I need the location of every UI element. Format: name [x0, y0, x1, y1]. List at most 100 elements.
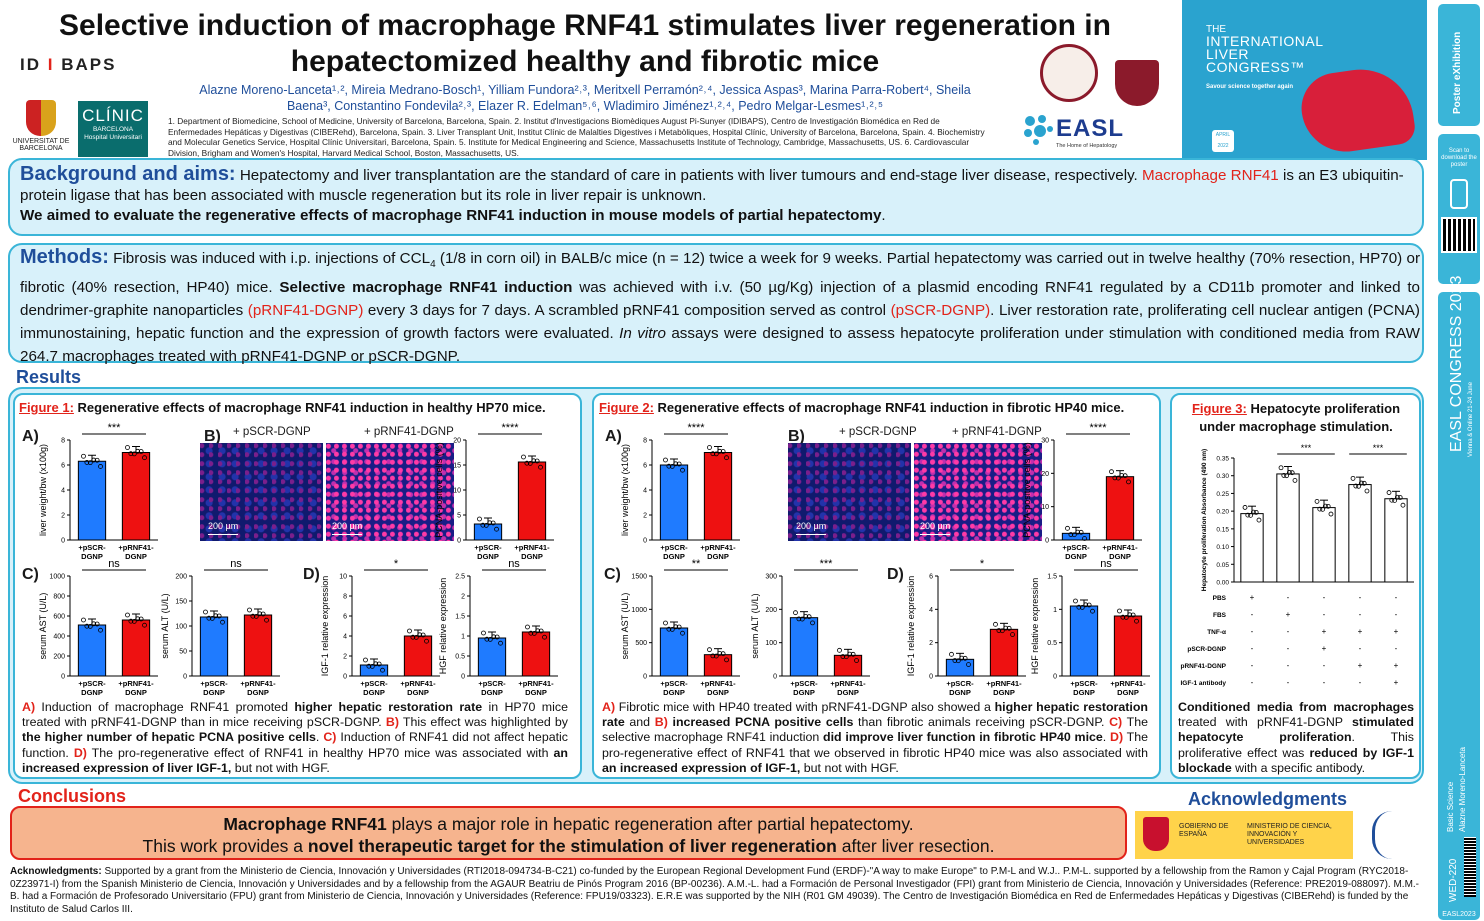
fig1-img-right-label: + pRNF41-DGNP	[364, 426, 454, 438]
x-tick-label: +pRNF41-	[400, 679, 436, 688]
x-tick-label: DGNP	[1109, 552, 1131, 561]
y-axis-label: serum ALT (U/L)	[750, 593, 760, 658]
treatment-cell: -	[1251, 627, 1254, 636]
data-point	[952, 658, 958, 663]
data-point	[1281, 473, 1287, 478]
data-point	[1119, 473, 1125, 478]
treatment-cell: -	[1323, 593, 1326, 602]
x-tick-label: DGNP	[125, 552, 147, 561]
data-point	[663, 457, 668, 463]
caption-segment: The pro-regenerative effect of RNF41 in …	[86, 745, 554, 760]
ub-logo: UNIVERSITAT DE BARCELONA	[10, 100, 72, 158]
poster-title: Selective induction of macrophage RNF41 …	[59, 9, 1111, 78]
y-tick-label: 0.10	[1216, 544, 1229, 551]
x-tick-label: +pSCR-	[78, 679, 106, 688]
caption-segment: B)	[385, 715, 399, 730]
bar	[1348, 484, 1372, 583]
caption-segment: Conditioned media from macrophages	[1178, 700, 1414, 714]
caption-segment: treated with pRNF41-DGNP	[1178, 715, 1353, 730]
x-tick-label: DGNP	[793, 688, 815, 697]
data-point	[534, 458, 540, 464]
data-point	[999, 628, 1005, 634]
authors: Alazne Moreno-Lanceta¹˒², Mireia Medrano…	[199, 83, 971, 113]
y-axis-label: PCNA-positive cells (%)	[434, 442, 444, 538]
y-tick-label: 0	[343, 674, 347, 681]
significance-label: ****	[501, 422, 519, 434]
sidebar-scan-tab[interactable]: Scan to download the poster	[1438, 134, 1480, 284]
data-point	[413, 635, 419, 640]
treatment-cell: +	[1286, 610, 1291, 619]
figure2-caption: A) Fibrotic mice with HP40 treated with …	[602, 700, 1148, 776]
data-point	[380, 667, 385, 673]
data-point	[128, 618, 134, 624]
y-tick-label: 0	[929, 674, 933, 681]
significance-label: ***	[820, 558, 834, 570]
data-point	[1289, 470, 1295, 476]
data-point	[720, 651, 726, 657]
data-point	[1286, 470, 1292, 475]
y-tick-label: 2	[343, 654, 347, 661]
y-tick-label: 0	[457, 538, 461, 545]
bar	[199, 616, 229, 677]
data-point	[717, 448, 723, 454]
data-point	[724, 455, 729, 461]
data-point	[1117, 608, 1122, 614]
data-point	[1130, 612, 1136, 618]
data-point	[1006, 625, 1012, 631]
data-point	[131, 619, 137, 624]
y-tick-label: 50	[179, 649, 187, 656]
x-tick-label: DGNP	[125, 688, 147, 697]
idibaps-logo: ID I BAPS	[20, 55, 117, 74]
y-tick-label: 0.15	[1216, 526, 1229, 533]
chart-f3: 0.00 0.05 0.10 0.15 0.20 0.25 0.30 0.35 Hepatocy…	[1180, 443, 1414, 687]
y-tick-label: 20	[453, 438, 461, 445]
x-tick-label: DGNP	[477, 552, 499, 561]
sidebar: Poster eXhibition Scan to download the p…	[1434, 0, 1484, 921]
y-tick-label: 8	[61, 438, 65, 445]
x-tick-label: +pRNF41-	[240, 679, 276, 688]
data-point	[710, 653, 716, 659]
data-point	[1115, 475, 1121, 481]
data-point	[535, 628, 541, 634]
conclusions-box: Macrophage RNF41 plays a major role in h…	[10, 806, 1127, 860]
treatment-cell: +	[1322, 644, 1327, 653]
methods-box	[8, 243, 1424, 363]
data-point	[1242, 505, 1248, 510]
significance-label: ****	[687, 422, 705, 434]
y-tick-label: 4	[343, 634, 347, 641]
data-point	[840, 654, 846, 659]
y-tick-label: 0.20	[1216, 509, 1229, 516]
significance-label: **	[692, 558, 701, 570]
data-point	[84, 460, 90, 465]
x-tick-label: +pSCR-	[660, 543, 688, 552]
data-point	[1284, 473, 1290, 479]
y-tick-label: 2	[643, 513, 647, 520]
bar	[1276, 473, 1300, 583]
fig1-label-c: C)	[22, 566, 39, 583]
treatment-cell: -	[1359, 644, 1362, 653]
data-point	[799, 616, 805, 622]
x-tick-label: DGNP	[363, 688, 385, 697]
bar	[1384, 498, 1408, 583]
data-point	[1394, 494, 1400, 500]
data-point	[260, 611, 266, 617]
data-point	[138, 449, 144, 454]
fig2-micrograph-prnf41: 200 µm	[914, 443, 1042, 541]
y-tick-label: 0	[1053, 674, 1057, 681]
data-point	[91, 621, 97, 627]
aei-logo	[1372, 811, 1416, 859]
data-point	[680, 467, 685, 473]
fig2-img-left-label: + pSCR-DGNP	[839, 426, 917, 438]
x-tick-label: DGNP	[247, 688, 269, 697]
data-point	[135, 616, 141, 622]
treatment-cell: +	[1358, 661, 1363, 670]
treatment-cell: -	[1287, 678, 1290, 687]
significance-label: *	[394, 558, 399, 570]
y-tick-label: 0	[183, 674, 187, 681]
caption-segment: The pro-regenerative effect of RNF41 tha…	[602, 730, 1148, 760]
qr-code-icon[interactable]	[1441, 217, 1477, 253]
data-point	[1090, 608, 1095, 614]
y-tick-label: 150	[175, 599, 187, 606]
